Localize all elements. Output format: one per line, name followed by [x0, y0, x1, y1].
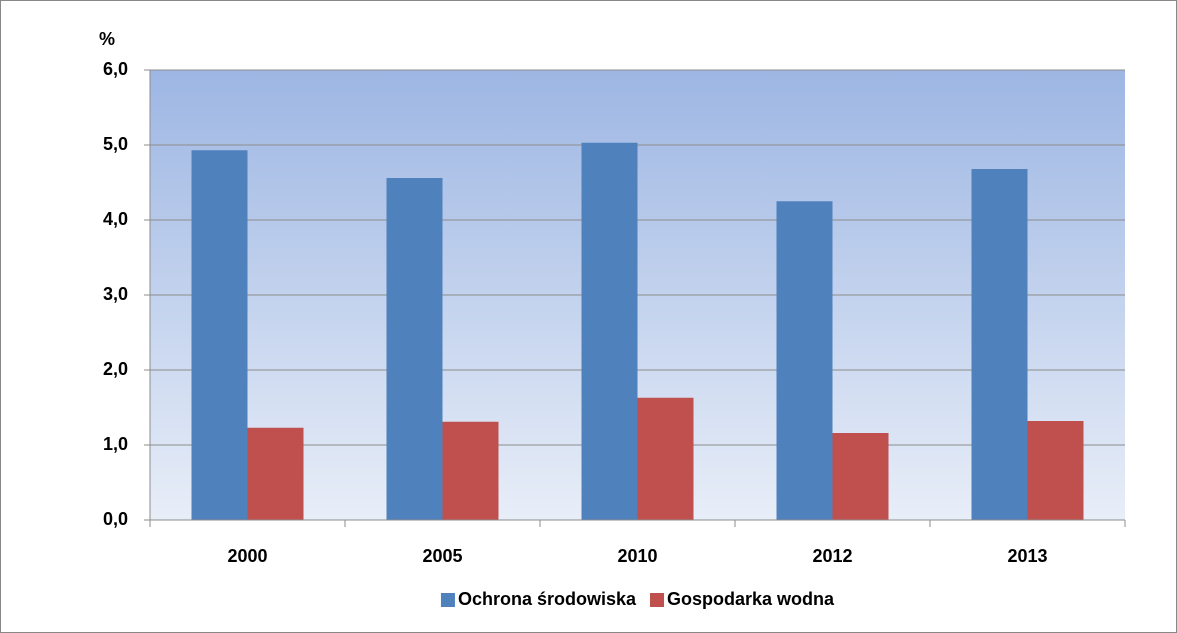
legend-swatch	[440, 593, 455, 607]
x-tick-label: 2012	[812, 546, 852, 566]
x-tick-label: 2010	[617, 546, 657, 566]
y-tick-label: 3,0	[103, 284, 128, 304]
bar	[442, 421, 499, 520]
legend-label: Gospodarka wodna	[667, 589, 835, 609]
x-tick-label: 2005	[422, 546, 462, 566]
x-tick-label: 2000	[227, 546, 267, 566]
y-tick-label: 6,0	[103, 59, 128, 79]
y-tick-label: 5,0	[103, 134, 128, 154]
y-tick-label: 4,0	[103, 209, 128, 229]
legend-swatch	[650, 593, 665, 607]
x-tick-label: 2013	[1007, 546, 1047, 566]
bar	[581, 142, 638, 520]
bar	[386, 178, 443, 520]
legend-label: Ochrona środowiska	[458, 589, 637, 609]
bar	[776, 201, 833, 520]
y-tick-label: 2,0	[103, 359, 128, 379]
bar	[247, 427, 304, 520]
bar	[832, 433, 889, 520]
bar	[637, 397, 694, 520]
bar	[971, 169, 1028, 520]
y-axis-label: %	[99, 29, 115, 49]
bar	[191, 150, 248, 520]
bar	[1027, 421, 1084, 520]
y-tick-label: 1,0	[103, 434, 128, 454]
y-tick-label: 0,0	[103, 509, 128, 529]
